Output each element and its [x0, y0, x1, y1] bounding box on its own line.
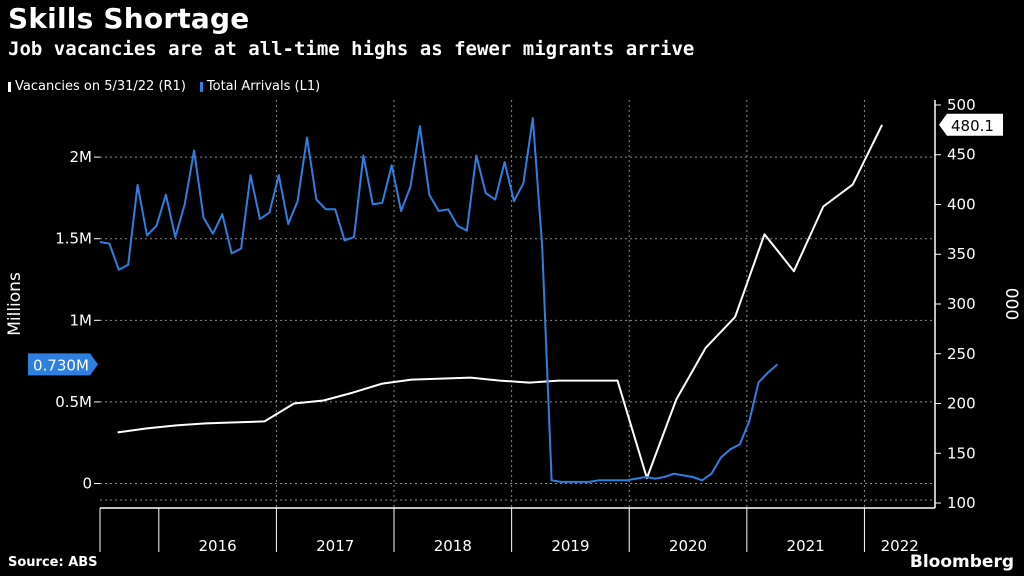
right-tick-label: 400	[947, 195, 976, 213]
right-last-value-label: 480.1	[951, 117, 994, 135]
right-tick-label: 200	[947, 395, 976, 413]
x-tick-label: 2018	[434, 537, 472, 555]
left-axis-title: Millions	[5, 272, 25, 336]
right-tick-label: 250	[947, 345, 976, 363]
vacancies-swatch	[8, 81, 11, 92]
x-tick-label: 2019	[551, 537, 589, 555]
chart-subtitle: Job vacancies are at all-time highs as f…	[8, 38, 695, 60]
series-line-vacancies	[117, 124, 883, 480]
left-last-value-tag	[28, 353, 98, 376]
brand-logo: Bloomberg	[909, 552, 1014, 572]
x-tick-label: 2017	[316, 537, 354, 555]
left-tick-label: 1.5M	[55, 230, 92, 248]
x-tick-label: 2021	[787, 537, 825, 555]
legend-item-arrivals: Total Arrivals (L1)	[199, 79, 321, 94]
right-last-value-tag	[939, 113, 1003, 136]
right-tick-label: 300	[947, 295, 976, 313]
x-tick-label: 2016	[199, 537, 237, 555]
x-tick-label: 2020	[669, 537, 707, 555]
arrivals-swatch	[199, 81, 203, 92]
legend-label-vacancies: Vacancies on 5/31/22 (R1)	[15, 79, 186, 94]
left-tick-label: 1M	[70, 311, 93, 329]
legend-label-arrivals: Total Arrivals (L1)	[206, 79, 321, 94]
right-tick-label: 350	[947, 245, 976, 263]
left-tick-label: 2M	[70, 148, 93, 166]
legend-item-vacancies: Vacancies on 5/31/22 (R1)	[8, 79, 186, 94]
right-tick-label: 450	[947, 146, 976, 164]
legend: Vacancies on 5/31/22 (R1) Total Arrivals…	[8, 79, 320, 94]
source-note: Source: ABS	[8, 555, 98, 570]
left-tick-label: 0.5M	[55, 393, 92, 411]
chart-title: Skills Shortage	[8, 2, 250, 35]
right-tick-label: 500	[947, 96, 976, 114]
series-line-arrivals	[99, 117, 779, 483]
right-tick-label: 150	[947, 444, 976, 462]
left-tick-label: 0	[82, 475, 92, 493]
right-tick-label: 100	[947, 494, 976, 512]
x-tick-label: 2022	[881, 537, 919, 555]
right-axis-title: 000	[1001, 288, 1021, 320]
left-last-value-label: 0.730M	[33, 356, 89, 374]
